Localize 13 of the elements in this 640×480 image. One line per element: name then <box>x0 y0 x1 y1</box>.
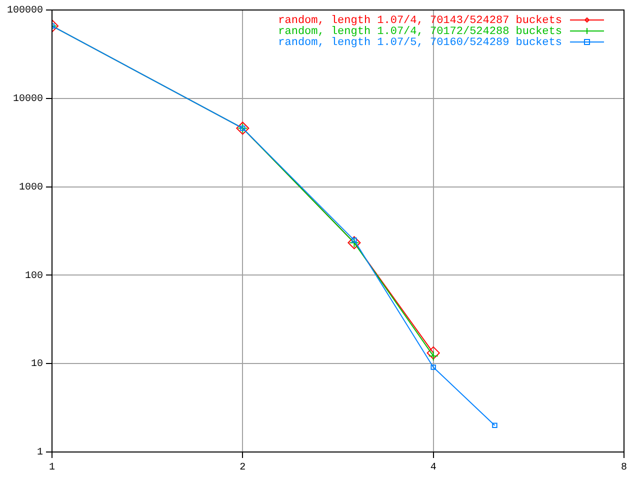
y-tick-label: 100 <box>24 270 44 282</box>
y-tick-label: 10 <box>30 359 44 370</box>
y-tick-label: 100000 <box>6 6 44 17</box>
legend-label: random, length 1.07/4, 70172/524288 buckets <box>278 26 562 38</box>
x-tick-label: 1 <box>49 462 56 474</box>
legend-label: random, length 1.07/4, 70143/524287 buckets <box>278 14 562 27</box>
y-tick-label: 10000 <box>12 94 44 106</box>
x-tick-label: 4 <box>430 462 436 474</box>
x-tick-label: 2 <box>240 462 246 474</box>
legend-label: random, length 1.07/5, 70160/524289 buckets <box>278 36 562 49</box>
x-tick-label: 8 <box>620 462 628 474</box>
y-tick-label: 1000 <box>18 182 44 194</box>
y-tick-label: 1 <box>36 448 44 459</box>
